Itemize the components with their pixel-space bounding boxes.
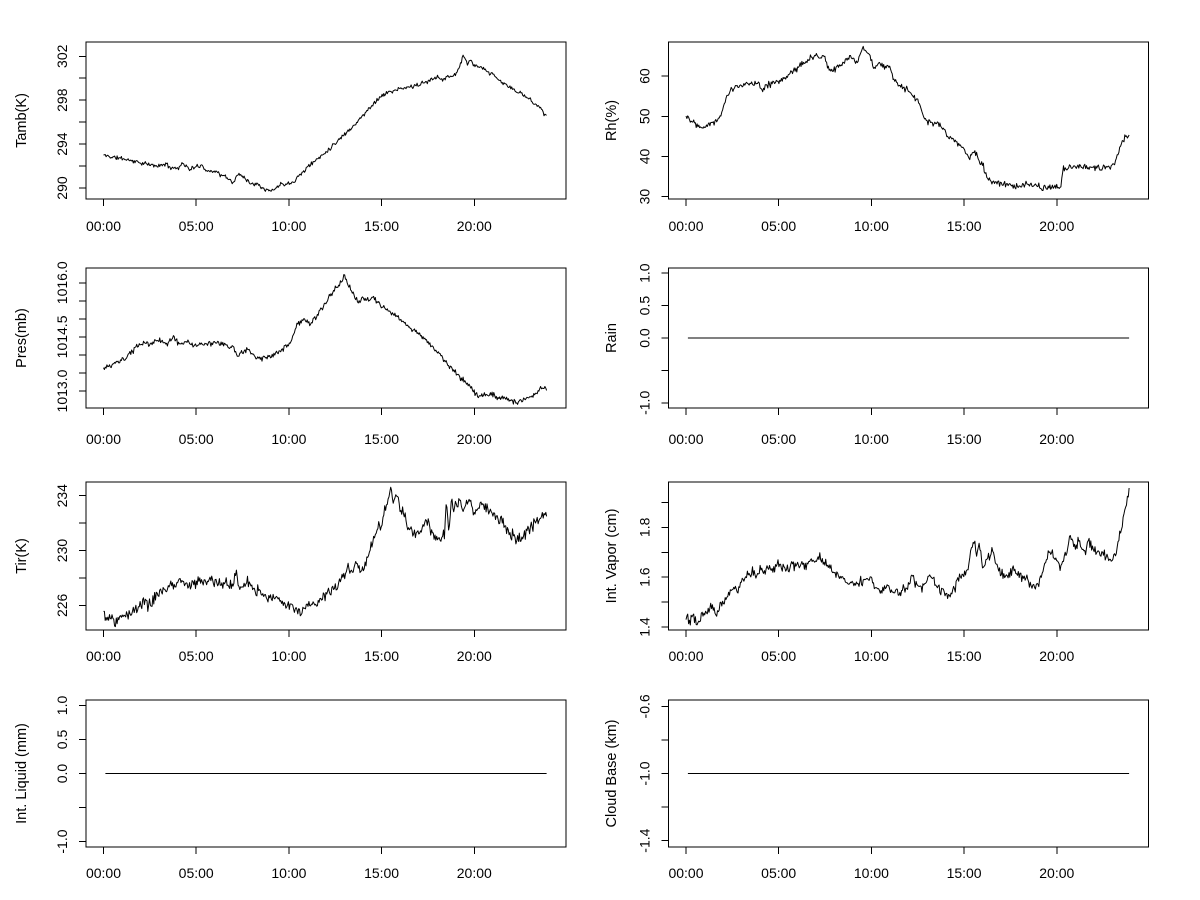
x-tick-label-tamb: 05:00 <box>179 218 214 234</box>
x-tick-label-rain: 15:00 <box>947 431 982 447</box>
plot-box-tir <box>85 481 567 631</box>
x-tick-label-tamb: 10:00 <box>271 218 306 234</box>
series-line-tir <box>103 486 548 628</box>
series-line-rh <box>685 45 1130 191</box>
y-tick-label-rain: -1.0 <box>636 391 652 415</box>
y-tick-label-cloudbase: -0.6 <box>636 694 652 718</box>
x-tick-label-pres: 15:00 <box>364 431 399 447</box>
y-tick-label-tir: 234 <box>54 484 70 508</box>
x-tick-label-tamb: 15:00 <box>364 218 399 234</box>
plot-box-pres <box>85 267 567 409</box>
x-tick-label-tamb: 20:00 <box>457 218 492 234</box>
x-tick-label-rh: 20:00 <box>1039 218 1074 234</box>
y-axis-title-tamb: Tamb(K) <box>14 93 30 148</box>
x-tick-label-cloudbase: 10:00 <box>854 865 889 881</box>
y-axis-title-tir: Tir(K) <box>14 538 30 574</box>
y-axis-title-rain: Rain <box>604 323 620 353</box>
y-tick-label-tir: 226 <box>54 593 70 617</box>
y-tick-label-rain: 0.0 <box>636 328 652 348</box>
y-tick-label-cloudbase: -1.0 <box>636 761 652 785</box>
x-tick-label-vapor: 10:00 <box>854 648 889 664</box>
y-axis-title-liquid: Int. Liquid (mm) <box>14 723 30 824</box>
x-tick-label-tir: 00:00 <box>86 648 121 664</box>
y-axis-title-rh: Rh(%) <box>604 100 620 141</box>
series-line-tamb <box>103 54 547 192</box>
x-tick-label-rain: 10:00 <box>854 431 889 447</box>
x-tick-label-rh: 00:00 <box>668 218 703 234</box>
x-tick-label-rh: 15:00 <box>947 218 982 234</box>
x-tick-label-tir: 15:00 <box>364 648 399 664</box>
x-tick-label-rain: 05:00 <box>761 431 796 447</box>
x-tick-label-tir: 20:00 <box>457 648 492 664</box>
x-tick-label-pres: 10:00 <box>271 431 306 447</box>
y-tick-label-rain: 1.0 <box>636 263 652 283</box>
x-tick-label-liquid: 00:00 <box>86 865 121 881</box>
series-line-vapor <box>685 487 1130 626</box>
y-tick-label-liquid: -1.0 <box>54 829 70 853</box>
x-tick-label-tir: 10:00 <box>271 648 306 664</box>
y-tick-label-cloudbase: -1.4 <box>636 828 652 852</box>
x-tick-label-cloudbase: 05:00 <box>761 865 796 881</box>
y-tick-label-vapor: 1.8 <box>636 517 652 537</box>
x-tick-label-pres: 20:00 <box>457 431 492 447</box>
x-tick-label-cloudbase: 00:00 <box>668 865 703 881</box>
y-tick-label-rh: 50 <box>636 108 652 124</box>
y-tick-label-vapor: 1.4 <box>636 617 652 637</box>
y-tick-label-tir: 230 <box>54 539 70 563</box>
plot-box-vapor <box>667 481 1150 631</box>
y-tick-label-rain: 0.5 <box>636 296 652 316</box>
y-tick-label-vapor: 1.6 <box>636 567 652 587</box>
y-tick-label-pres: 1016.0 <box>54 261 70 304</box>
x-tick-label-rain: 00:00 <box>668 431 703 447</box>
y-tick-label-liquid: 0.0 <box>54 764 70 784</box>
y-tick-label-liquid: 0.5 <box>54 730 70 750</box>
series-line-pres <box>103 274 548 405</box>
x-tick-label-vapor: 05:00 <box>761 648 796 664</box>
plot-box-tamb <box>85 41 567 200</box>
x-tick-label-pres: 05:00 <box>179 431 214 447</box>
x-tick-label-rh: 05:00 <box>761 218 796 234</box>
y-tick-label-pres: 1013.0 <box>54 369 70 412</box>
x-tick-label-tamb: 00:00 <box>86 218 121 234</box>
y-axis-title-vapor: Int. Vapor (cm) <box>604 509 620 604</box>
y-axis-title-cloudbase: Cloud Base (km) <box>604 720 620 828</box>
y-tick-label-rh: 30 <box>636 189 652 205</box>
y-tick-label-tamb: 298 <box>54 88 70 112</box>
plot-box-rh <box>667 41 1150 200</box>
y-tick-label-rh: 60 <box>636 68 652 84</box>
x-tick-label-pres: 00:00 <box>86 431 121 447</box>
x-tick-label-tir: 05:00 <box>179 648 214 664</box>
y-tick-label-rh: 40 <box>636 148 652 164</box>
x-tick-label-vapor: 15:00 <box>947 648 982 664</box>
x-tick-label-vapor: 00:00 <box>668 648 703 664</box>
x-tick-label-vapor: 20:00 <box>1039 648 1074 664</box>
x-tick-label-cloudbase: 20:00 <box>1039 865 1074 881</box>
y-axis-title-pres: Pres(mb) <box>14 308 30 368</box>
y-tick-label-tamb: 302 <box>54 44 70 68</box>
x-tick-label-liquid: 15:00 <box>364 865 399 881</box>
y-tick-label-tamb: 294 <box>54 132 70 156</box>
x-tick-label-cloudbase: 15:00 <box>947 865 982 881</box>
y-tick-label-liquid: 1.0 <box>54 696 70 716</box>
y-tick-label-tamb: 290 <box>54 176 70 200</box>
x-tick-label-liquid: 10:00 <box>271 865 306 881</box>
x-tick-label-rain: 20:00 <box>1039 431 1074 447</box>
x-tick-label-rh: 10:00 <box>854 218 889 234</box>
x-tick-label-liquid: 20:00 <box>457 865 492 881</box>
y-tick-label-pres: 1014.5 <box>54 315 70 358</box>
x-tick-label-liquid: 05:00 <box>179 865 214 881</box>
